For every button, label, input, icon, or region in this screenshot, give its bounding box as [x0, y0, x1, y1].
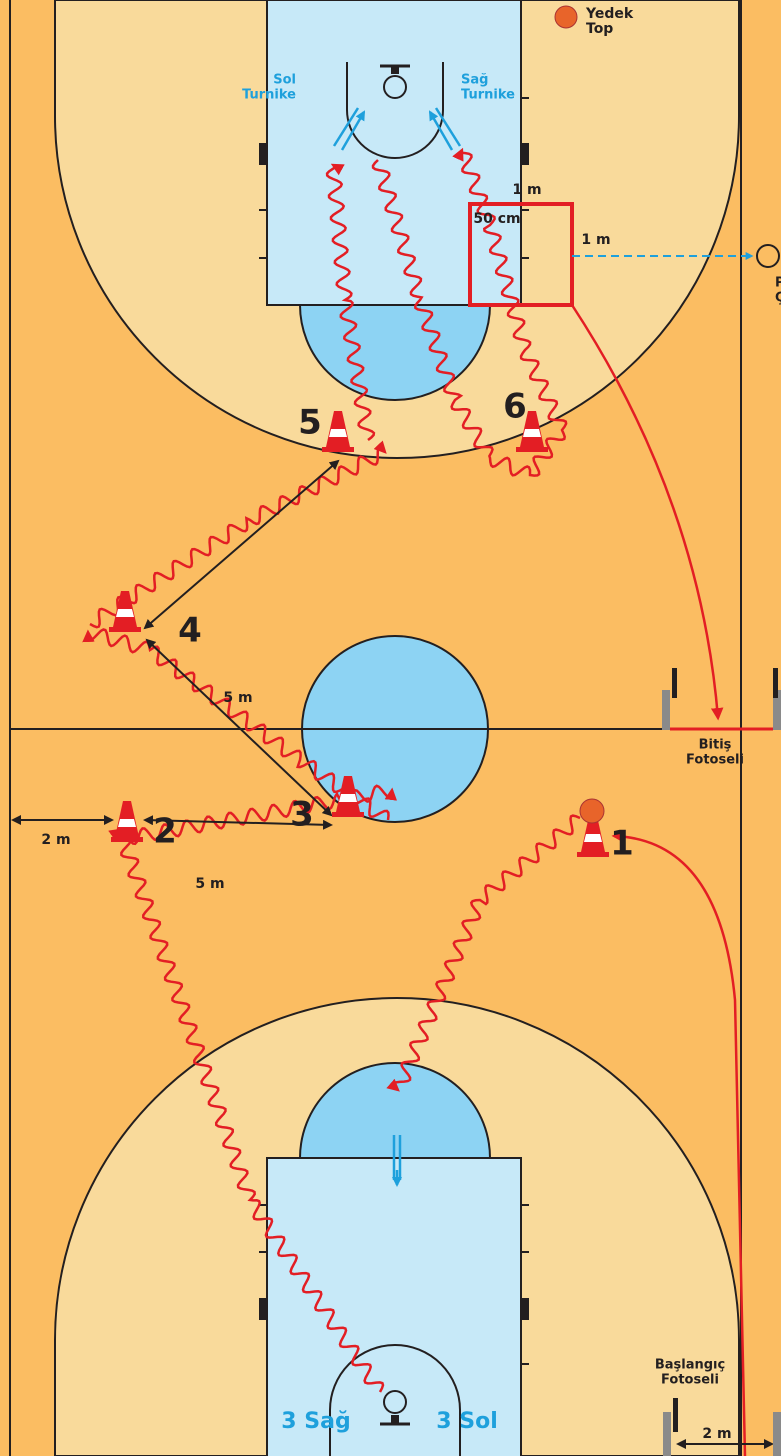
- cone-number: 3: [290, 795, 314, 835]
- label: Yedek: [585, 6, 634, 22]
- label: 3 Sol: [436, 1409, 497, 1434]
- cone-stripe: [116, 609, 134, 617]
- label: 5 m: [195, 876, 224, 892]
- label: Bitiş: [699, 738, 732, 753]
- label: 2 m: [702, 1426, 731, 1442]
- balls: [554, 5, 605, 824]
- cone-base: [332, 812, 364, 817]
- cone-stripe: [118, 819, 136, 827]
- guides: [11, 107, 781, 1456]
- label: 1 m: [512, 182, 541, 198]
- dribble-path: [325, 163, 376, 441]
- label: Başlangıç: [655, 1358, 725, 1373]
- cone-base: [109, 627, 141, 632]
- label: Sağ: [461, 73, 488, 88]
- cone-stripe: [584, 834, 602, 842]
- cone-number: 5: [298, 403, 322, 443]
- cone-base: [322, 447, 354, 452]
- label: Çemberi: [775, 291, 781, 306]
- cone-base: [111, 837, 143, 842]
- cone-number: 1: [610, 824, 634, 864]
- dribble-path: [371, 147, 568, 477]
- cone-number: 4: [178, 611, 202, 651]
- cones: [109, 411, 609, 857]
- label: Fotoseli: [686, 753, 744, 768]
- cone-stripe: [339, 794, 357, 802]
- dribble-path: [108, 828, 385, 1393]
- label: Turnike: [242, 88, 296, 103]
- cone-number: 2: [153, 812, 177, 852]
- label: 3 Sağ: [281, 1409, 350, 1434]
- label: 1 m: [581, 232, 610, 248]
- label: Fotoseli: [661, 1373, 719, 1388]
- label: 50 cm: [473, 211, 520, 227]
- label: Top: [586, 21, 613, 37]
- label: 5 m: [223, 690, 252, 706]
- label: Pas: [775, 276, 781, 291]
- cone-number: 6: [503, 387, 527, 427]
- cone-stripe: [523, 429, 541, 437]
- label: 2 m: [41, 832, 70, 848]
- cone-stripe: [329, 429, 347, 437]
- dribble-path: [386, 814, 581, 1092]
- cone-base: [516, 447, 548, 452]
- cone-base: [577, 852, 609, 857]
- label: Turnike: [461, 88, 515, 103]
- label: Sol: [273, 73, 296, 88]
